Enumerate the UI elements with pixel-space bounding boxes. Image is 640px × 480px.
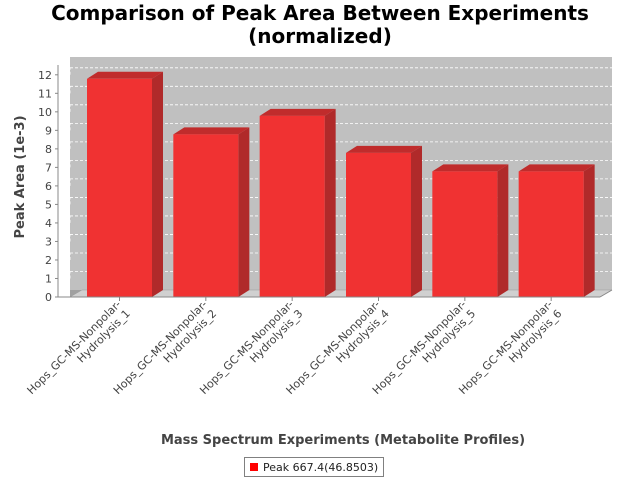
- bar: [518, 171, 584, 297]
- bar-top: [432, 164, 509, 172]
- x-tick-label-line: Hops_GC-MS-Nonpolar-: [25, 298, 124, 397]
- bar-side: [324, 108, 336, 297]
- bar-top: [173, 127, 250, 135]
- bar-top: [87, 71, 163, 79]
- y-tick-label: 6: [45, 180, 52, 193]
- y-tick-label: 11: [38, 87, 52, 100]
- chart-title: Comparison of Peak Area Between Experime…: [0, 2, 640, 48]
- bar-top: [346, 145, 422, 153]
- legend-label: Peak 667.4(46.8503): [263, 460, 379, 474]
- legend-swatch: [250, 463, 258, 471]
- x-axis-depth-line: [599, 289, 613, 298]
- chart-title-line-2: (normalized): [248, 24, 392, 48]
- legend: Peak 667.4(46.8503): [244, 457, 385, 477]
- x-axis-label: Mass Spectrum Experiments (Metabolite Pr…: [161, 433, 525, 448]
- y-tick-label: 9: [45, 124, 52, 137]
- y-tick-label: 12: [38, 69, 52, 82]
- y-tick-label: 8: [45, 143, 52, 156]
- y-tick-label: 5: [45, 198, 52, 211]
- bars: [87, 71, 595, 297]
- chart-title-line-1: Comparison of Peak Area Between Experime…: [51, 1, 589, 25]
- bar-side: [152, 71, 163, 297]
- bar-top: [259, 108, 336, 116]
- y-tick-label: 4: [45, 217, 52, 230]
- y-tick-label: 2: [45, 254, 52, 267]
- x-axis: Hops_GC-MS-Nonpolar-Hydrolysis_1Hops_GC-…: [25, 289, 613, 397]
- bar: [259, 115, 325, 297]
- y-tick-label: 1: [45, 272, 52, 285]
- bar: [346, 152, 411, 297]
- y-axis-label: Peak Area (1e-3): [13, 115, 28, 238]
- bar: [432, 171, 498, 297]
- bar-side: [497, 164, 509, 297]
- bar: [173, 134, 239, 297]
- y-tick-label: 0: [45, 291, 52, 304]
- y-tick-label: 7: [45, 161, 52, 174]
- bar-top: [518, 164, 595, 172]
- bar-side: [238, 127, 250, 297]
- bar-side: [411, 145, 422, 297]
- y-tick-label: 3: [45, 235, 52, 248]
- y-tick-label: 10: [38, 106, 52, 119]
- bar: [87, 78, 152, 297]
- bar-side: [583, 164, 595, 297]
